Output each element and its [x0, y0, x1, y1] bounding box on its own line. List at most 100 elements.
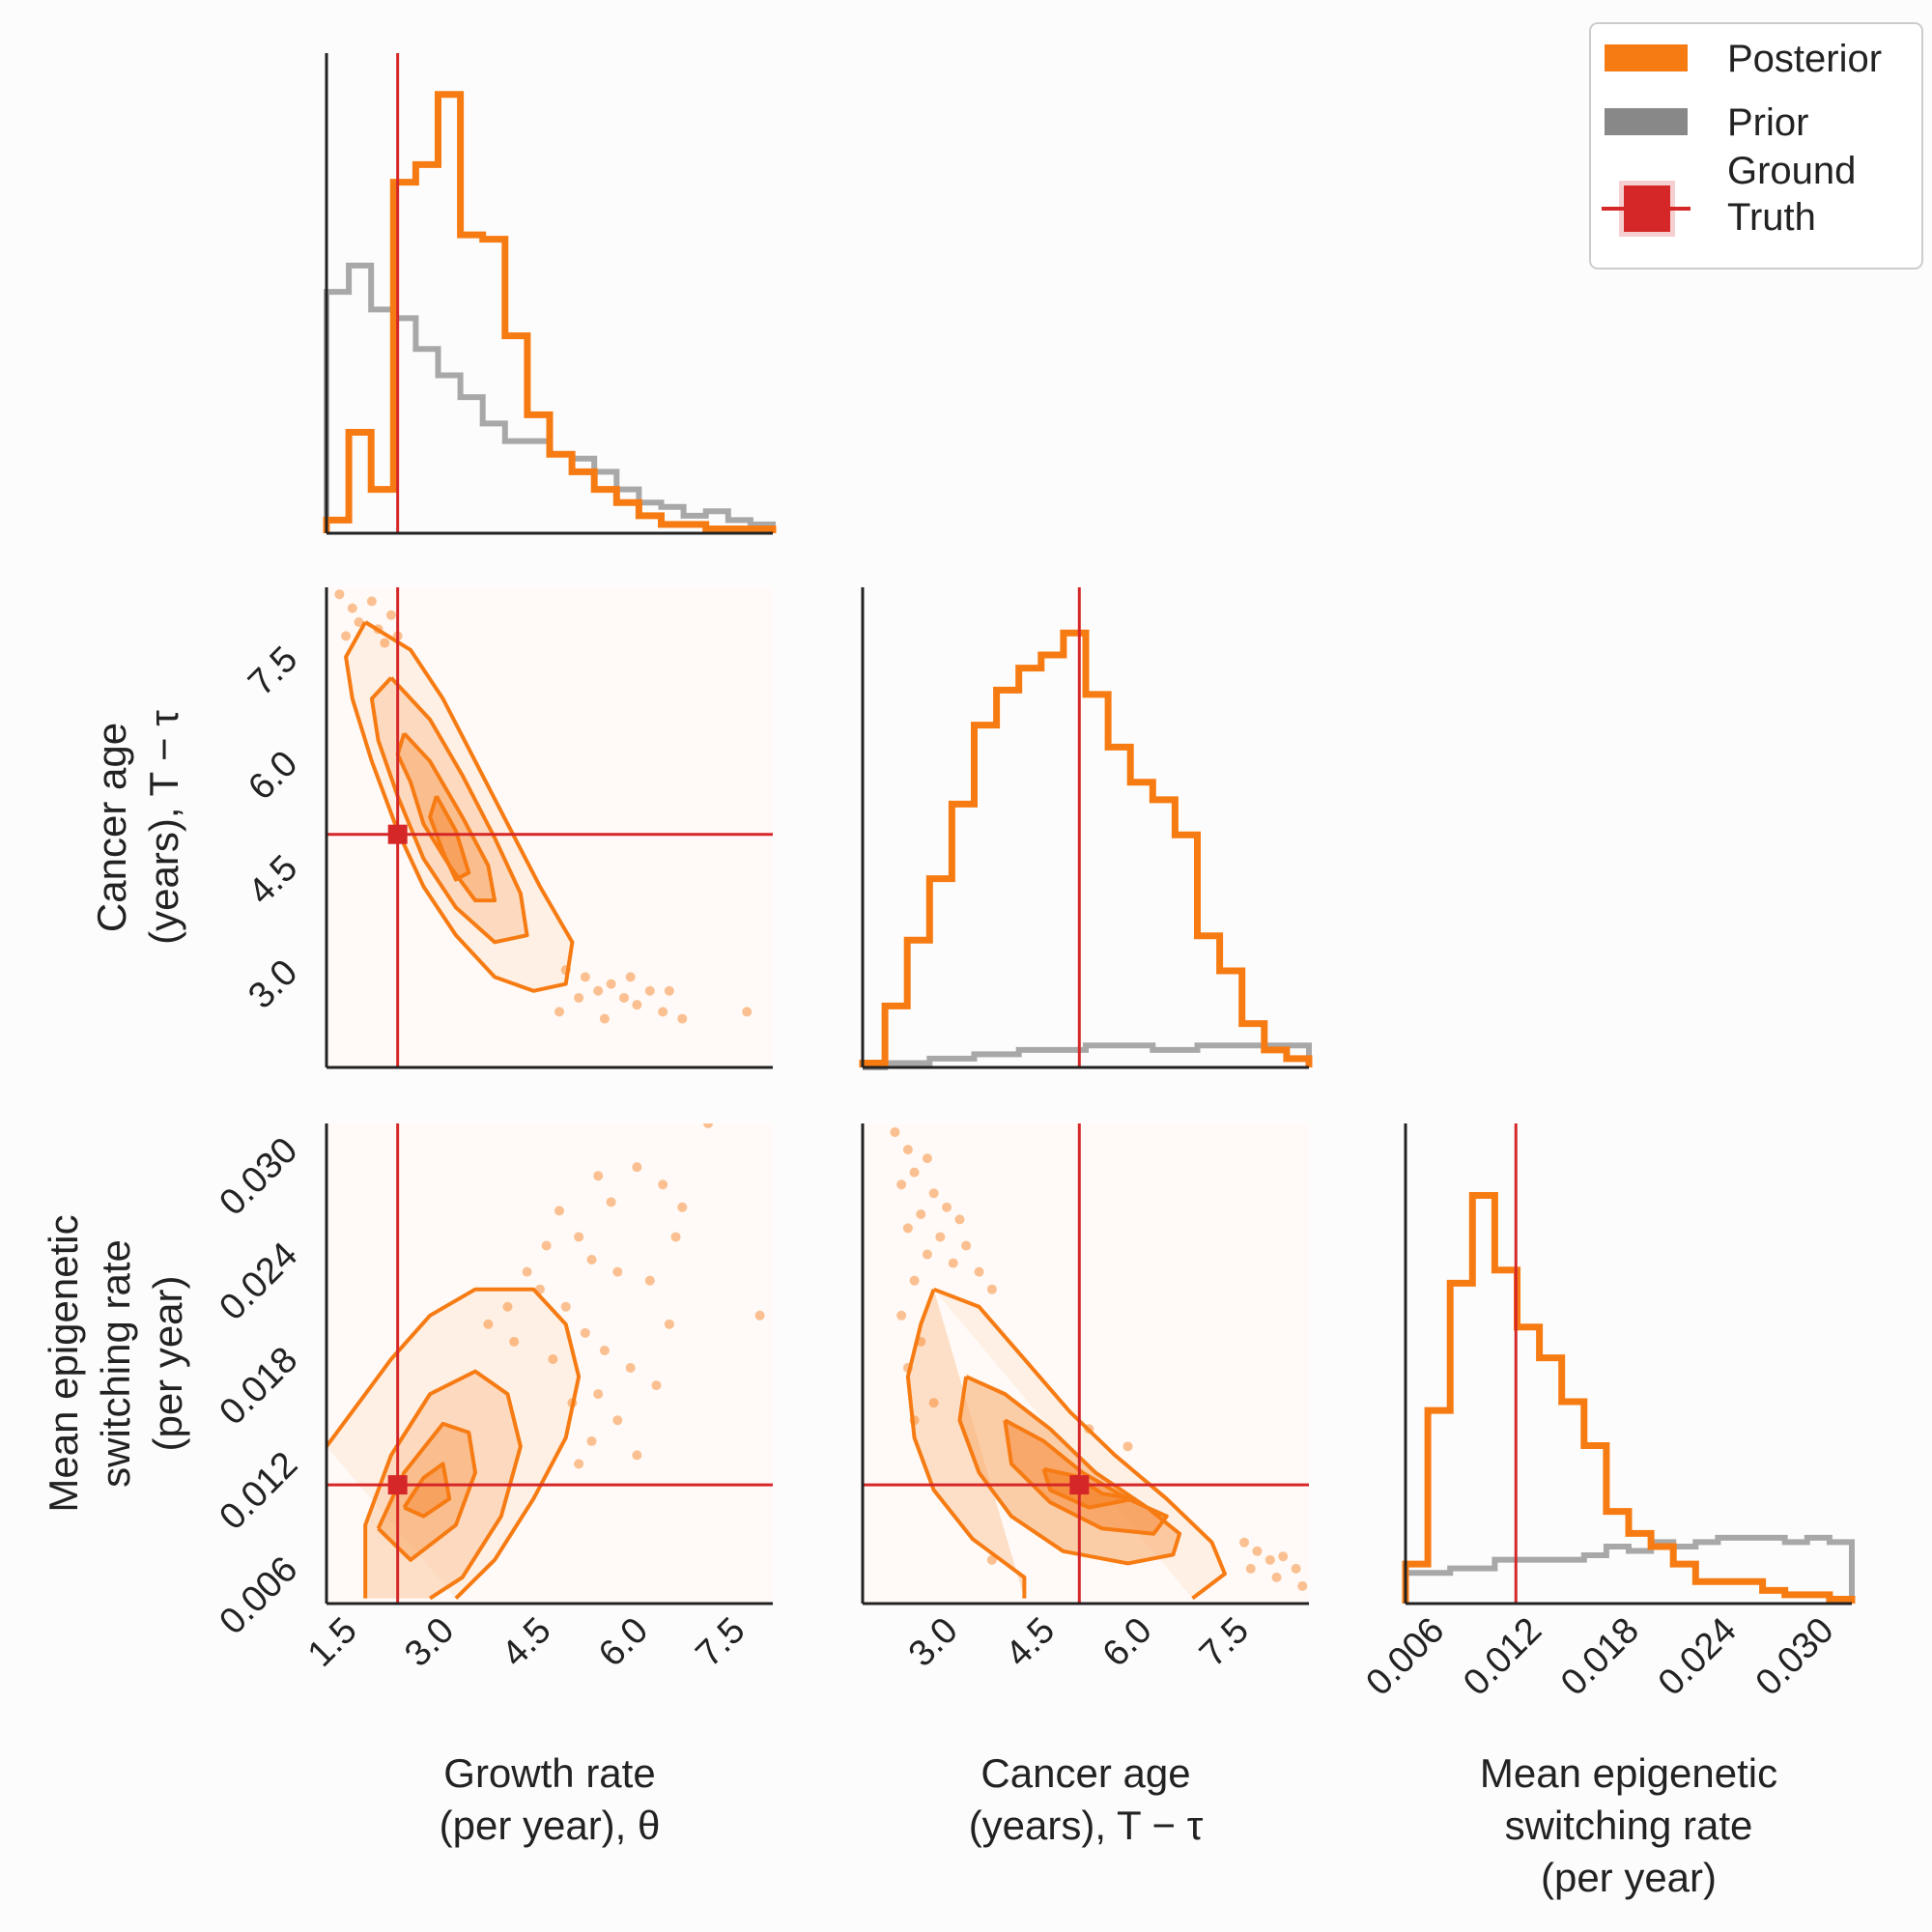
contour-line: [957, 1375, 1182, 1566]
outlier-point: [986, 1284, 997, 1294]
outlier-point: [916, 1208, 926, 1219]
prior-histogram: [1403, 1534, 1855, 1604]
outlier-point: [644, 985, 655, 996]
contour-line: [327, 1287, 582, 1601]
y-tick-label: 3.0: [241, 952, 305, 1017]
x-tick-label: 3.0: [397, 1610, 462, 1675]
x-axis-label: (per year): [1541, 1855, 1717, 1900]
outlier-point: [599, 1013, 610, 1024]
contour-line: [395, 731, 497, 903]
plot-area: [327, 569, 773, 1067]
y-axis-label: Mean epigenetic: [41, 1214, 86, 1512]
y-axis-label: switching rate: [93, 1239, 138, 1488]
outlier-point: [354, 617, 364, 628]
outlier-point: [360, 569, 370, 579]
outlier-point: [483, 1319, 494, 1329]
ground-truth-marker: [387, 824, 408, 844]
outlier-point: [380, 638, 390, 648]
outlier-point: [658, 1007, 668, 1017]
density-fill: [1043, 1468, 1135, 1508]
outlier-point: [909, 1275, 920, 1286]
x-axis-label: Growth rate: [443, 1750, 655, 1796]
outlier-point: [948, 1258, 958, 1268]
x-tick-label: 0.018: [1553, 1610, 1647, 1704]
outlier-point: [896, 1310, 907, 1321]
ground-truth-square-icon: [1624, 185, 1670, 232]
x-axis-label: (per year), θ: [440, 1803, 661, 1848]
prior-swatch-icon: [1605, 108, 1688, 135]
legend-label: Truth: [1727, 196, 1816, 239]
outlier-point: [366, 596, 377, 607]
outlier-point: [677, 1202, 688, 1212]
outlier-point: [612, 1415, 623, 1426]
ground-truth-marker: [1069, 1475, 1090, 1495]
outlier-point: [625, 1363, 636, 1374]
outlier-point: [334, 589, 345, 600]
x-axis-label: Cancer age: [980, 1750, 1190, 1796]
outlier-point: [1278, 1551, 1289, 1562]
outlier-point: [902, 1223, 913, 1234]
histogram-panel-cancer_age: [859, 587, 1313, 1070]
posterior-swatch-icon: [1605, 44, 1688, 71]
y-tick-label: 0.006: [212, 1548, 305, 1642]
outlier-point: [703, 1123, 714, 1128]
outlier-point: [664, 1319, 674, 1329]
legend-label: Ground: [1727, 150, 1856, 192]
outlier-point: [896, 1179, 907, 1190]
x-tick-label: 4.5: [998, 1610, 1063, 1675]
legend-label: Posterior: [1727, 38, 1882, 80]
outlier-point: [554, 1206, 565, 1216]
outlier-point: [380, 576, 389, 585]
outlier-point: [502, 1301, 513, 1312]
outlier-point: [890, 1127, 900, 1138]
x-tick-label: 0.006: [1358, 1610, 1452, 1704]
contour-line: [932, 1287, 1227, 1601]
outlier-point: [548, 1353, 558, 1364]
outlier-point: [658, 1179, 668, 1190]
contour-line: [344, 620, 575, 993]
x-axis-label: switching rate: [1505, 1803, 1753, 1848]
plot-area: [863, 1123, 1309, 1604]
outlier-point: [593, 1171, 604, 1181]
posterior-histogram: [323, 91, 777, 533]
outlier-point: [651, 1380, 662, 1391]
outlier-point: [632, 1162, 642, 1173]
outlier-point: [580, 1327, 590, 1338]
y-tick-label: 7.5: [241, 639, 305, 703]
outlier-point: [560, 1301, 571, 1312]
density-fill: [404, 1463, 450, 1517]
y-axis-label: Cancer age: [89, 723, 134, 932]
y-tick-label: 0.030: [212, 1130, 305, 1224]
outlier-point: [928, 1398, 939, 1408]
outlier-point: [754, 1310, 765, 1321]
outlier-point: [942, 1202, 952, 1212]
outlier-point: [1264, 1554, 1275, 1565]
outlier-point: [632, 1000, 642, 1010]
outlier-point: [522, 1266, 532, 1277]
contour-line: [428, 795, 471, 882]
outlier-point: [385, 610, 396, 620]
contour-line: [1003, 1418, 1169, 1536]
contour-line: [905, 1288, 1027, 1599]
outlier-point: [909, 1167, 920, 1178]
outlier-point: [1291, 1563, 1301, 1574]
outlier-point: [974, 1266, 984, 1277]
outlier-point: [1252, 1546, 1263, 1556]
outlier-point: [928, 1188, 939, 1199]
contour-line: [402, 1462, 452, 1519]
outlier-point: [586, 1254, 597, 1264]
y-tick-label: 0.018: [212, 1340, 305, 1434]
outlier-point: [961, 1240, 972, 1251]
y-axis-label: (years), T − τ: [141, 710, 186, 945]
x-tick-label: 6.0: [1095, 1610, 1160, 1675]
outlier-point: [1271, 1572, 1282, 1582]
x-tick-label: 0.030: [1748, 1610, 1842, 1704]
outlier-point: [606, 979, 616, 989]
x-axis-label: Mean epigenetic: [1480, 1750, 1777, 1796]
outlier-point: [554, 1007, 565, 1017]
prior-histogram: [863, 1042, 1312, 1070]
density-fill: [430, 796, 469, 880]
